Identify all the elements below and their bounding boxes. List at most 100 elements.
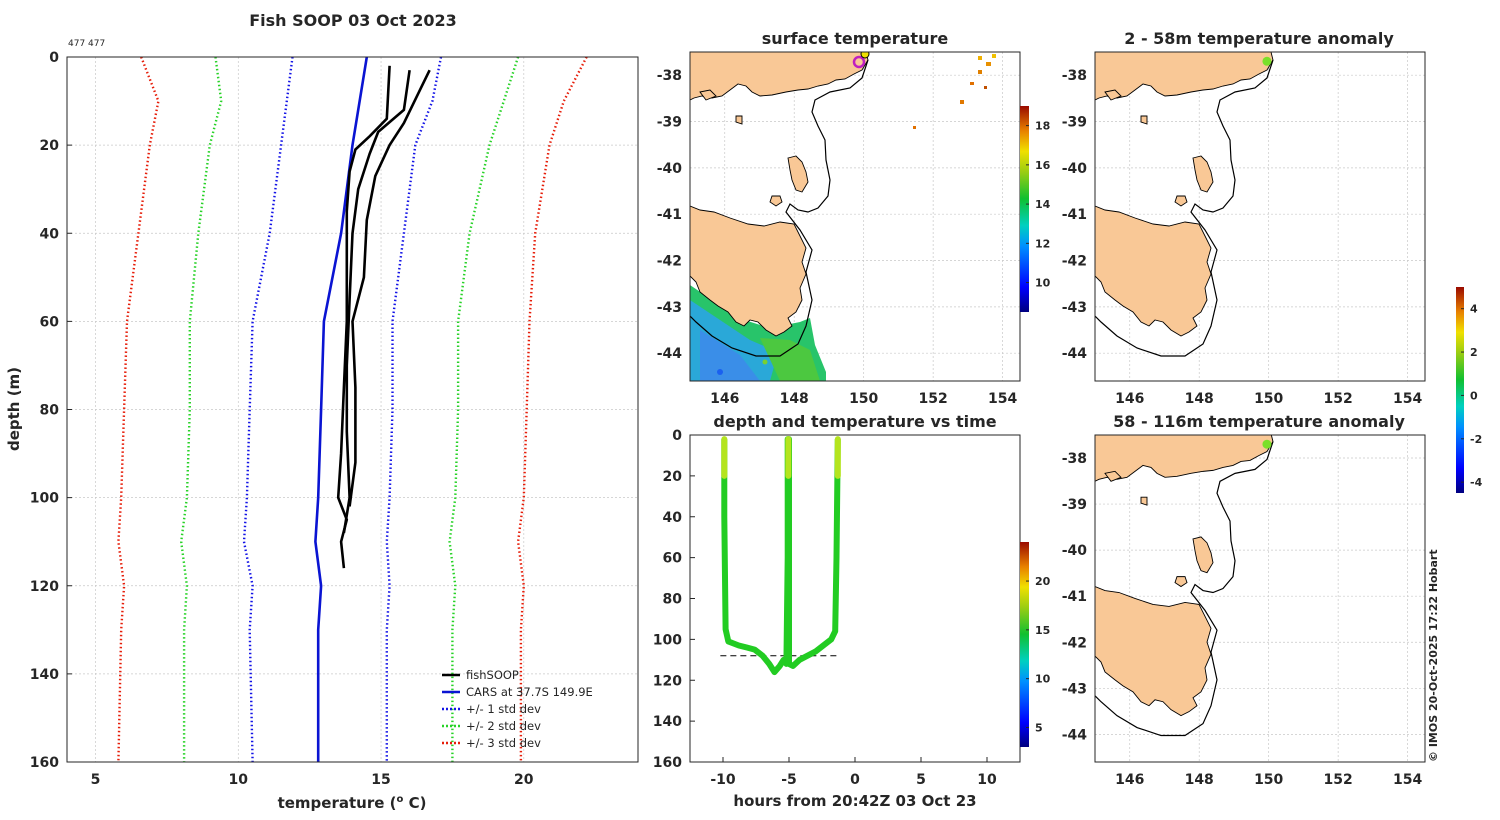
profile-series-line: [242, 57, 294, 762]
map-lon-label: 146: [1115, 391, 1144, 407]
colorbar-tick-label: 10: [1035, 673, 1051, 686]
profile-series: [117, 57, 588, 762]
anomaly-deep-title: 58 - 116m temperature anomaly: [1113, 412, 1405, 431]
profile-series-line: [448, 57, 520, 762]
profile-ytick-label: 120: [30, 579, 59, 595]
depth-time-xtick-label: 0: [850, 772, 860, 788]
legend-sd2: +/- 2 std dev: [466, 719, 541, 733]
map-lon-label: 146: [710, 391, 739, 407]
map-lat-label: -41: [1062, 207, 1087, 223]
map-lon-label: 148: [1185, 772, 1214, 788]
map-lon-label: 154: [1393, 391, 1422, 407]
profile-xtick-label: 10: [229, 772, 249, 788]
profile-ytick-label: 100: [30, 491, 59, 507]
depth-time-ytick-label: 60: [663, 551, 683, 567]
map-lon-label: 150: [1254, 772, 1283, 788]
map-lon-label: 150: [849, 391, 878, 407]
depth-time-xtick-label: -5: [781, 772, 797, 788]
profile-title: Fish SOOP 03 Oct 2023: [249, 11, 457, 30]
map-lon-label: 154: [988, 391, 1017, 407]
colorbar-tick-label: -4: [1470, 476, 1483, 489]
depth-time-title: depth and temperature vs time: [713, 412, 996, 431]
map-lat-label: -38: [657, 68, 682, 84]
map-lon-label: 152: [1324, 772, 1353, 788]
profile-xlabel: temperature (o C): [278, 794, 427, 812]
map-lat-label: -44: [1062, 346, 1088, 362]
profile-series-line: [516, 57, 588, 762]
depth-time-ytick-label: 120: [653, 673, 682, 689]
sst-map-ticks: 146 148 150 152 154 -38 -39 -40 -41 -42 -43 -44: [657, 68, 1018, 407]
profile-count: 477 477: [68, 39, 105, 49]
map-lat-label: -44: [657, 346, 683, 362]
legend-cars: CARS at 37.7S 149.9E: [466, 685, 593, 699]
sst-profile-marker: [860, 52, 870, 59]
map-lat-label: -38: [1062, 451, 1087, 467]
anomaly-deep-marker: [1262, 439, 1272, 449]
colorbar-tick-label: 20: [1035, 575, 1051, 588]
anomaly-colorbar: [1456, 287, 1464, 493]
anomaly-shallow-marker: [1262, 56, 1272, 66]
profile-ytick-label: 0: [49, 50, 59, 66]
depth-time-ytick-label: 140: [653, 714, 682, 730]
profile-legend: fishSOOP CARS at 37.7S 149.9E +/- 1 std …: [442, 668, 593, 750]
anomaly-deep-map-box: [1094, 434, 1426, 763]
profile-ytick-label: 80: [40, 403, 60, 419]
map-lat-label: -43: [657, 300, 682, 316]
profile-xtick-label: 5: [91, 772, 101, 788]
colorbar-tick-label: 16: [1035, 159, 1051, 172]
anomaly-shallow-ticks: 146 148 150 152 154 -38 -39 -40 -41 -42 -43 -44: [1062, 68, 1423, 407]
anomaly-shallow-title: 2 - 58m temperature anomaly: [1124, 29, 1394, 48]
depth-time-ytick-label: 100: [653, 632, 682, 648]
colorbar-tick-label: 12: [1035, 237, 1050, 250]
imos-credit: © IMOS 20-Oct-2025 17:22 Hobart: [1427, 549, 1440, 762]
depth-time-colorbar: [1020, 542, 1029, 747]
colorbar-tick-label: 14: [1035, 198, 1051, 211]
colorbar-tick-label: 2: [1470, 346, 1478, 359]
map-lat-label: -38: [1062, 68, 1087, 84]
sst-warm-pixels: [913, 54, 996, 129]
map-lon-label: 148: [1185, 391, 1214, 407]
map-lat-label: -44: [1062, 727, 1088, 743]
profile-series-line: [336, 65, 391, 569]
depth-time-ytick-label: 80: [663, 592, 683, 608]
colorbar-tick-label: -2: [1470, 433, 1482, 446]
map-lon-label: 150: [1254, 391, 1283, 407]
map-lat-label: -42: [657, 254, 682, 270]
depth-time-xtick-label: 10: [977, 772, 997, 788]
anomaly-deep-map-area: [1095, 435, 1425, 762]
anomaly-deep-ticks: 146 148 150 152 154 -38 -39 -40 -41 -42 -43 -44: [1062, 451, 1423, 788]
sst-colorbar-ticks: 10 12 14 16 18: [1026, 120, 1051, 290]
map-lat-label: -42: [1062, 254, 1087, 270]
map-lat-label: -39: [1062, 497, 1087, 513]
map-lat-label: -42: [1062, 635, 1087, 651]
legend-fishsoop: fishSOOP: [466, 668, 519, 682]
depth-time-ytick-label: 0: [672, 428, 682, 444]
depth-time-xtick-label: 5: [916, 772, 926, 788]
profile-series-line: [117, 57, 160, 762]
profile-ytick-label: 40: [40, 226, 60, 242]
profile-series-line: [314, 57, 369, 762]
colorbar-tick-label: 18: [1035, 120, 1050, 133]
depth-time-ytick-label: 40: [663, 510, 683, 526]
map-lon-label: 152: [919, 391, 948, 407]
depth-time-axes-box: [689, 434, 1021, 763]
colorbar-tick-label: 4: [1470, 303, 1478, 316]
map-lat-label: -43: [1062, 681, 1087, 697]
profile-ytick-label: 60: [40, 314, 60, 330]
anomaly-shallow-grid: [1095, 52, 1425, 381]
profile-series-line: [342, 70, 411, 534]
depth-time-track-line: [721, 436, 841, 676]
map-lat-label: -40: [1062, 161, 1088, 177]
colorbar-tick-label: 10: [1035, 277, 1051, 290]
anomaly-shallow-map-area: [1095, 52, 1425, 381]
sst-map-title: surface temperature: [762, 29, 949, 48]
legend-sd3: +/- 3 std dev: [466, 736, 541, 750]
profile-series-line: [385, 57, 443, 762]
colorbar-tick-label: 0: [1470, 389, 1478, 402]
depth-time-ytick-label: 20: [663, 469, 683, 485]
map-lat-label: -40: [657, 161, 683, 177]
profile-ytick-label: 140: [30, 667, 59, 683]
map-lon-label: 154: [1393, 772, 1422, 788]
map-lon-label: 148: [780, 391, 809, 407]
